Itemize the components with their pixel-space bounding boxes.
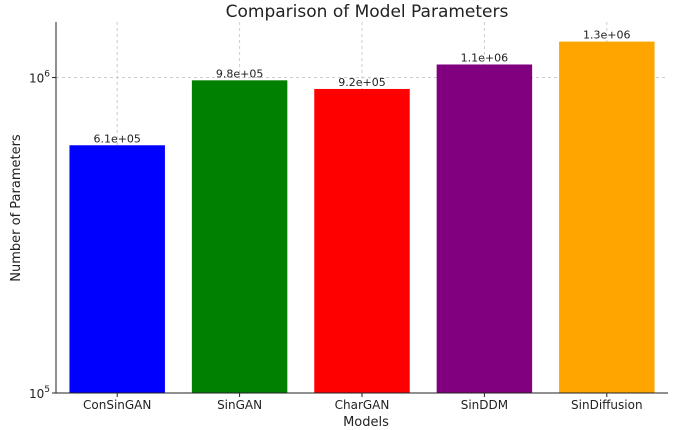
data-label-consingan: 6.1e+05 <box>93 132 140 145</box>
bar-singan <box>191 80 288 393</box>
x-tick-label: SinDiffusion <box>571 398 643 412</box>
y-axis-label: Number of Parameters <box>9 134 24 282</box>
bar-consingan <box>69 145 165 393</box>
data-label-singan: 9.8e+05 <box>216 67 263 80</box>
y-tick-label: 105 <box>29 385 50 401</box>
data-label-sinddm: 1.1e+06 <box>461 51 508 64</box>
x-tick-label: SinDDM <box>461 398 508 412</box>
bar-chargan <box>314 88 410 393</box>
y-tick-labels: 105 106 <box>29 70 56 401</box>
bars <box>69 41 655 393</box>
x-tick-label: ConSinGAN <box>83 398 151 412</box>
x-tick-label: SinGAN <box>217 398 262 412</box>
x-tick-label: CharGAN <box>335 398 390 412</box>
x-axis-label: Models <box>343 415 389 430</box>
y-tick-label: 106 <box>29 70 50 86</box>
x-tick-labels: ConSinGAN SinGAN CharGAN SinDDM SinDiffusion <box>83 393 643 412</box>
bar-sindiffusion <box>559 41 655 393</box>
data-label-sindiffusion: 1.3e+06 <box>583 29 630 42</box>
data-label-chargan: 9.2e+05 <box>338 76 385 89</box>
bar-sinddm <box>436 64 533 393</box>
data-labels: 6.1e+05 9.8e+05 9.2e+05 1.1e+06 1.3e+06 <box>93 29 630 146</box>
chart-title: Comparison of Model Parameters <box>226 2 509 22</box>
